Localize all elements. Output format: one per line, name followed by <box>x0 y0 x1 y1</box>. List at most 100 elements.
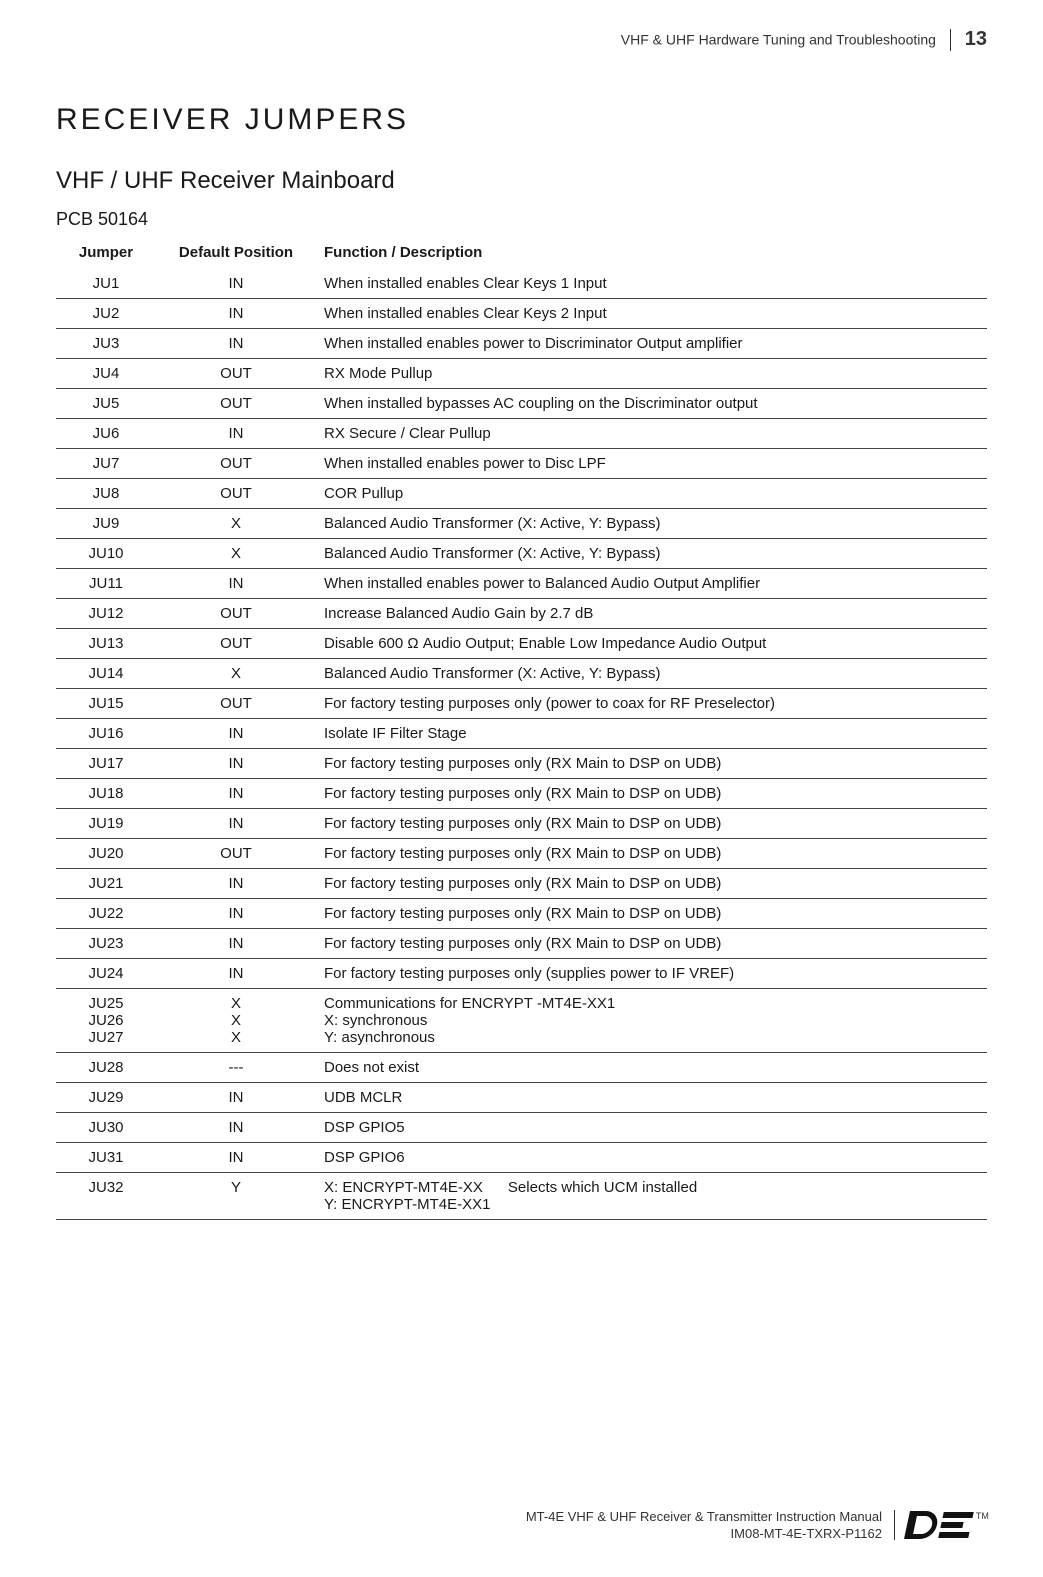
table-row: JU12OUTIncrease Balanced Audio Gain by 2… <box>56 599 987 629</box>
cell-jumper: JU11 <box>56 569 156 599</box>
cell-description: Isolate IF Filter Stage <box>316 719 987 749</box>
cell-jumper: JU19 <box>56 809 156 839</box>
cell-position: --- <box>156 1053 316 1083</box>
cell-description: RX Mode Pullup <box>316 359 987 389</box>
cell-description: RX Secure / Clear Pullup <box>316 419 987 449</box>
cell-jumper: JU25 JU26 JU27 <box>56 989 156 1053</box>
cell-description: UDB MCLR <box>316 1083 987 1113</box>
cell-position: IN <box>156 569 316 599</box>
cell-description: Balanced Audio Transformer (X: Active, Y… <box>316 539 987 569</box>
cell-jumper: JU31 <box>56 1143 156 1173</box>
jumpers-table: Jumper Default Position Function / Descr… <box>56 238 987 1220</box>
cell-position: X <box>156 659 316 689</box>
table-row: JU29INUDB MCLR <box>56 1083 987 1113</box>
cell-jumper: JU23 <box>56 929 156 959</box>
cell-description: For factory testing purposes only (RX Ma… <box>316 899 987 929</box>
table-row: JU11INWhen installed enables power to Ba… <box>56 569 987 599</box>
cell-description: COR Pullup <box>316 479 987 509</box>
page-header: VHF & UHF Hardware Tuning and Troublesho… <box>56 28 987 59</box>
cell-position: X X X <box>156 989 316 1053</box>
cell-description: When installed enables power to Balanced… <box>316 569 987 599</box>
cell-description: DSP GPIO6 <box>316 1143 987 1173</box>
cell-jumper: JU7 <box>56 449 156 479</box>
cell-position: OUT <box>156 449 316 479</box>
cell-jumper: JU15 <box>56 689 156 719</box>
cell-jumper: JU4 <box>56 359 156 389</box>
cell-jumper: JU20 <box>56 839 156 869</box>
subsection-title: VHF / UHF Receiver Mainboard <box>56 167 987 195</box>
cell-jumper: JU8 <box>56 479 156 509</box>
table-row: JU21INFor factory testing purposes only … <box>56 869 987 899</box>
cell-description: For factory testing purposes only (RX Ma… <box>316 749 987 779</box>
cell-description: When installed enables power to Discrimi… <box>316 329 987 359</box>
cell-position: OUT <box>156 689 316 719</box>
cell-position: IN <box>156 419 316 449</box>
cell-jumper: JU5 <box>56 389 156 419</box>
section-title: RECEIVER JUMPERS <box>56 103 987 137</box>
cell-position: OUT <box>156 599 316 629</box>
trademark-label: TM <box>976 1511 989 1521</box>
table-row: JU15OUTFor factory testing purposes only… <box>56 689 987 719</box>
cell-position: OUT <box>156 479 316 509</box>
header-doc-title: VHF & UHF Hardware Tuning and Troublesho… <box>621 32 936 48</box>
cell-description: Communications for ENCRYPT -MT4E-XX1 X: … <box>316 989 987 1053</box>
footer-line2: IM08-MT-4E-TXRX-P1162 <box>526 1525 882 1543</box>
table-row: JU1INWhen installed enables Clear Keys 1… <box>56 269 987 299</box>
table-row: JU31INDSP GPIO6 <box>56 1143 987 1173</box>
cell-description: Does not exist <box>316 1053 987 1083</box>
col-header-jumper: Jumper <box>56 238 156 269</box>
cell-position: IN <box>156 719 316 749</box>
table-row: JU7OUTWhen installed enables power to Di… <box>56 449 987 479</box>
table-row: JU9XBalanced Audio Transformer (X: Activ… <box>56 509 987 539</box>
header-page-number: 13 <box>965 28 987 50</box>
cell-description: DSP GPIO5 <box>316 1113 987 1143</box>
footer-text: MT-4E VHF & UHF Receiver & Transmitter I… <box>526 1508 882 1543</box>
cell-jumper: JU9 <box>56 509 156 539</box>
cell-jumper: JU14 <box>56 659 156 689</box>
table-row: JU32YX: ENCRYPT-MT4E-XX Selects which UC… <box>56 1173 987 1220</box>
cell-jumper: JU1 <box>56 269 156 299</box>
cell-description: When installed enables Clear Keys 1 Inpu… <box>316 269 987 299</box>
table-row: JU10XBalanced Audio Transformer (X: Acti… <box>56 539 987 569</box>
table-row: JU25 JU26 JU27X X XCommunications for EN… <box>56 989 987 1053</box>
cell-position: OUT <box>156 629 316 659</box>
cell-position: IN <box>156 1113 316 1143</box>
cell-position: OUT <box>156 359 316 389</box>
table-row: JU20OUTFor factory testing purposes only… <box>56 839 987 869</box>
cell-position: Y <box>156 1173 316 1220</box>
cell-position: IN <box>156 869 316 899</box>
pcb-label: PCB 50164 <box>56 209 987 230</box>
cell-description: For factory testing purposes only (RX Ma… <box>316 839 987 869</box>
cell-jumper: JU18 <box>56 779 156 809</box>
cell-description: Balanced Audio Transformer (X: Active, Y… <box>316 509 987 539</box>
cell-description: For factory testing purposes only (RX Ma… <box>316 809 987 839</box>
table-row: JU3INWhen installed enables power to Dis… <box>56 329 987 359</box>
cell-description: For factory testing purposes only (RX Ma… <box>316 929 987 959</box>
cell-description: For factory testing purposes only (RX Ma… <box>316 869 987 899</box>
cell-description: When installed enables Clear Keys 2 Inpu… <box>316 299 987 329</box>
cell-description: Disable 600 Ω Audio Output; Enable Low I… <box>316 629 987 659</box>
cell-jumper: JU10 <box>56 539 156 569</box>
table-row: JU28---Does not exist <box>56 1053 987 1083</box>
cell-position: X <box>156 509 316 539</box>
cell-description: When installed enables power to Disc LPF <box>316 449 987 479</box>
cell-description: Balanced Audio Transformer (X: Active, Y… <box>316 659 987 689</box>
cell-jumper: JU6 <box>56 419 156 449</box>
cell-jumper: JU29 <box>56 1083 156 1113</box>
cell-position: IN <box>156 929 316 959</box>
cell-description: For factory testing purposes only (RX Ma… <box>316 779 987 809</box>
table-row: JU18INFor factory testing purposes only … <box>56 779 987 809</box>
cell-description: X: ENCRYPT-MT4E-XX Selects which UCM ins… <box>316 1173 987 1220</box>
footer-line1: MT-4E VHF & UHF Receiver & Transmitter I… <box>526 1508 882 1526</box>
footer-separator <box>894 1510 895 1540</box>
table-row: JU5OUTWhen installed bypasses AC couplin… <box>56 389 987 419</box>
cell-description: For factory testing purposes only (suppl… <box>316 959 987 989</box>
table-row: JU24INFor factory testing purposes only … <box>56 959 987 989</box>
page-footer: MT-4E VHF & UHF Receiver & Transmitter I… <box>526 1508 987 1543</box>
cell-position: IN <box>156 329 316 359</box>
brand-logo-icon: TM <box>904 1511 990 1539</box>
header-separator <box>950 29 951 51</box>
table-row: JU14XBalanced Audio Transformer (X: Acti… <box>56 659 987 689</box>
cell-position: X <box>156 539 316 569</box>
cell-position: IN <box>156 899 316 929</box>
